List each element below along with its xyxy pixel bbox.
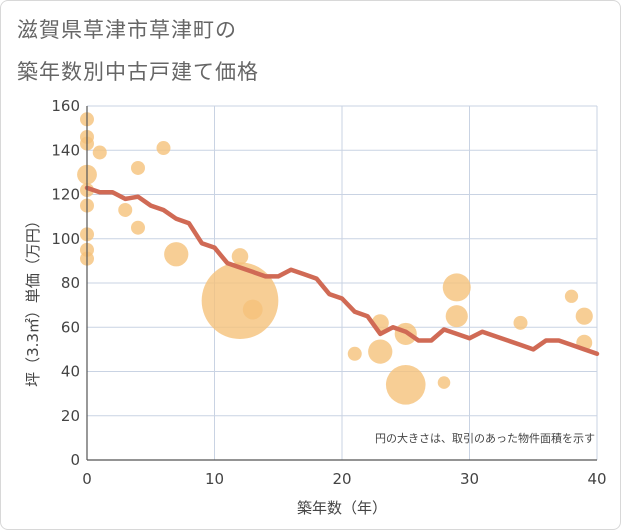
data-bubble bbox=[368, 339, 393, 364]
y-tick-label: 80 bbox=[61, 274, 80, 292]
chart-title-line-1: 滋賀県草津市草津町の bbox=[17, 18, 237, 42]
data-bubble bbox=[118, 202, 133, 217]
data-bubble bbox=[575, 307, 593, 325]
data-bubble bbox=[201, 262, 279, 340]
data-bubble bbox=[131, 220, 145, 235]
size-legend-note: 円の大きさは、取引のあった物件面積を示す bbox=[375, 431, 595, 445]
axes bbox=[86, 106, 597, 461]
trend-layer bbox=[84, 185, 600, 357]
bubble-layer bbox=[77, 112, 593, 405]
data-bubble bbox=[445, 305, 468, 328]
x-tick-label: 0 bbox=[82, 470, 92, 488]
y-tick-label: 140 bbox=[51, 141, 80, 159]
y-tick-label: 40 bbox=[61, 363, 80, 381]
average-price-line bbox=[84, 185, 600, 357]
x-tick-label: 40 bbox=[587, 470, 606, 488]
y-tick-label: 120 bbox=[51, 186, 80, 204]
data-bubble bbox=[442, 273, 471, 302]
data-bubble bbox=[437, 376, 451, 389]
chart-title-line-2: 築年数別中古戸建て価格 bbox=[17, 60, 259, 84]
tick-labels: 0 20 40 60 80 100 120 140 160 0 10 20 30 40 bbox=[51, 97, 606, 488]
data-bubble bbox=[156, 141, 171, 156]
data-bubble bbox=[513, 315, 528, 330]
data-bubble bbox=[92, 145, 107, 160]
y-tick-label: 0 bbox=[70, 451, 80, 469]
x-tick-label: 20 bbox=[332, 470, 351, 488]
y-tick-label: 20 bbox=[61, 407, 80, 425]
data-bubble bbox=[385, 364, 426, 405]
y-tick-label: 100 bbox=[51, 230, 80, 248]
data-bubble bbox=[347, 346, 362, 361]
grid-lines bbox=[87, 105, 598, 460]
data-bubble bbox=[242, 299, 263, 320]
y-tick-label: 160 bbox=[51, 97, 80, 115]
data-bubble bbox=[231, 248, 249, 265]
x-tick-label: 10 bbox=[205, 470, 224, 488]
data-bubble bbox=[131, 160, 145, 175]
data-bubble bbox=[164, 242, 189, 267]
x-tick-label: 30 bbox=[460, 470, 479, 488]
data-bubble bbox=[564, 289, 579, 303]
x-axis-label: 築年数（年） bbox=[297, 499, 387, 517]
y-tick-label: 60 bbox=[61, 318, 80, 336]
y-axis-label: 坪（3.3㎡）単価（万円） bbox=[24, 213, 42, 387]
